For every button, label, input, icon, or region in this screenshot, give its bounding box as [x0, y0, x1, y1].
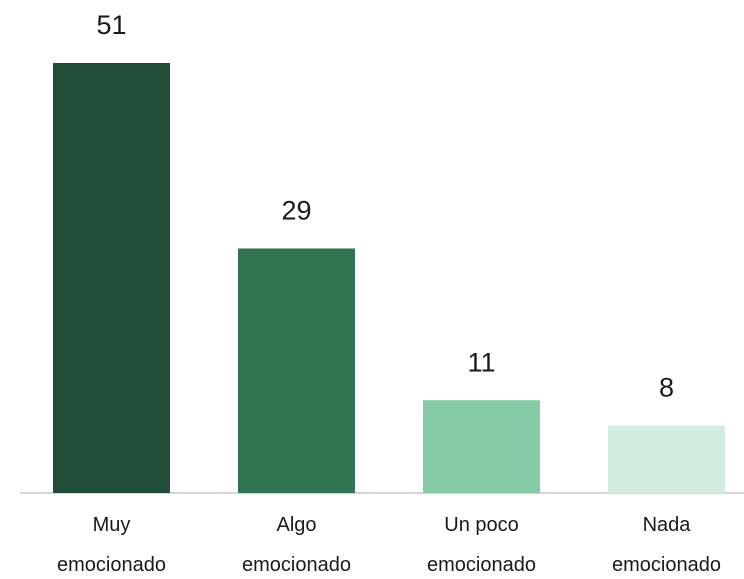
bar	[608, 425, 725, 493]
x-tick-label: Nada emocionado	[612, 514, 721, 576]
value-label: 8	[659, 373, 674, 403]
value-label: 11	[467, 347, 495, 377]
bar	[238, 248, 355, 493]
x-tick-label: Muy emocionado	[57, 514, 166, 576]
bar	[423, 400, 540, 493]
value-label: 51	[96, 10, 126, 40]
x-tick-label: Algo emocionado	[242, 514, 351, 576]
bar	[53, 63, 170, 493]
x-tick-label: Un poco emocionado	[427, 514, 536, 576]
value-label: 29	[281, 196, 311, 226]
